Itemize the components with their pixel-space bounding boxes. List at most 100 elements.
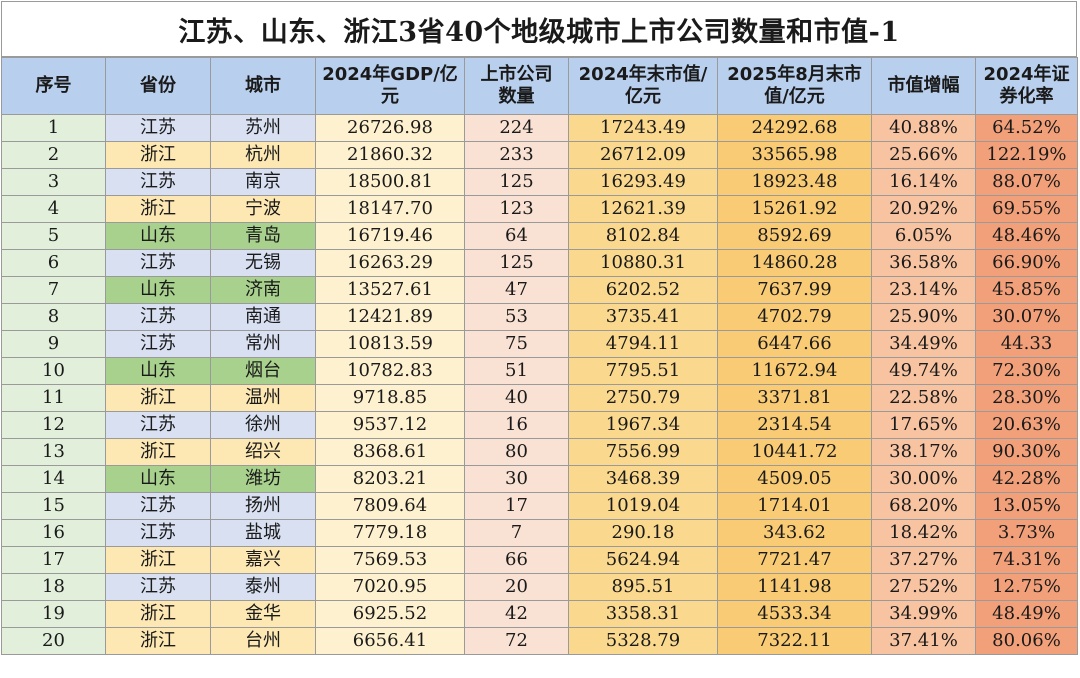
cell-city: 无锡: [210, 249, 316, 277]
cell-city: 台州: [210, 627, 316, 655]
header-mv2025: 2025年8月末市值/亿元: [717, 57, 872, 115]
cell-idx: 14: [1, 465, 106, 493]
cell-gdp: 9718.85: [315, 384, 465, 412]
table-row: 12 江苏 徐州 9537.12 16 1967.34 2314.54 17.65% 20.63…: [1, 411, 1078, 439]
cell-rate: 72.30%: [975, 357, 1078, 385]
cell-mv2024: 16293.49: [568, 168, 718, 196]
cell-idx: 1: [1, 114, 106, 142]
cell-growth: 17.65%: [871, 411, 976, 439]
cell-count: 125: [464, 168, 569, 196]
cell-province: 山东: [105, 357, 211, 385]
header-growth: 市值增幅: [871, 57, 976, 115]
cell-count: 233: [464, 141, 569, 169]
cell-province: 浙江: [105, 600, 211, 628]
cell-growth: 36.58%: [871, 249, 976, 277]
cell-rate: 44.33: [975, 330, 1078, 358]
cell-province: 江苏: [105, 249, 211, 277]
cell-rate: 88.07%: [975, 168, 1078, 196]
cell-gdp: 16263.29: [315, 249, 465, 277]
cell-growth: 23.14%: [871, 276, 976, 304]
cell-idx: 9: [1, 330, 106, 358]
cell-growth: 27.52%: [871, 573, 976, 601]
cell-rate: 69.55%: [975, 195, 1078, 223]
cell-gdp: 16719.46: [315, 222, 465, 250]
table-row: 16 江苏 盐城 7779.18 7 290.18 343.62 18.42% 3.73%: [1, 519, 1078, 547]
cell-gdp: 9537.12: [315, 411, 465, 439]
cell-province: 山东: [105, 222, 211, 250]
cell-count: 40: [464, 384, 569, 412]
cell-rate: 13.05%: [975, 492, 1078, 520]
table-row: 11 浙江 温州 9718.85 40 2750.79 3371.81 22.58% 28.30…: [1, 384, 1078, 412]
cell-growth: 40.88%: [871, 114, 976, 142]
cell-gdp: 6656.41: [315, 627, 465, 655]
cell-rate: 30.07%: [975, 303, 1078, 331]
cell-rate: 74.31%: [975, 546, 1078, 574]
table-row: 17 浙江 嘉兴 7569.53 66 5624.94 7721.47 37.27% 74.31…: [1, 546, 1078, 574]
cell-mv2024: 290.18: [568, 519, 718, 547]
cell-province: 江苏: [105, 492, 211, 520]
cell-rate: 90.30%: [975, 438, 1078, 466]
cell-mv2024: 4794.11: [568, 330, 718, 358]
cell-mv2024: 12621.39: [568, 195, 718, 223]
cell-city: 绍兴: [210, 438, 316, 466]
table-row: 4 浙江 宁波 18147.70 123 12621.39 15261.92 20.92% 69…: [1, 195, 1078, 223]
cell-province: 浙江: [105, 438, 211, 466]
cell-mv2025: 14860.28: [717, 249, 872, 277]
cell-mv2025: 15261.92: [717, 195, 872, 223]
cell-count: 42: [464, 600, 569, 628]
cell-gdp: 18147.70: [315, 195, 465, 223]
table-row: 3 江苏 南京 18500.81 125 16293.49 18923.48 16.14% 88…: [1, 168, 1078, 196]
cell-count: 125: [464, 249, 569, 277]
cell-province: 江苏: [105, 411, 211, 439]
cell-city: 徐州: [210, 411, 316, 439]
cell-rate: 122.19%: [975, 141, 1078, 169]
cell-mv2025: 3371.81: [717, 384, 872, 412]
cell-rate: 66.90%: [975, 249, 1078, 277]
cell-growth: 25.90%: [871, 303, 976, 331]
cell-rate: 20.63%: [975, 411, 1078, 439]
cell-city: 泰州: [210, 573, 316, 601]
cell-city: 常州: [210, 330, 316, 358]
cell-mv2024: 17243.49: [568, 114, 718, 142]
cell-mv2025: 343.62: [717, 519, 872, 547]
cell-mv2024: 895.51: [568, 573, 718, 601]
cell-province: 山东: [105, 465, 211, 493]
cell-growth: 25.66%: [871, 141, 976, 169]
table-row: 19 浙江 金华 6925.52 42 3358.31 4533.34 34.99% 48.49…: [1, 600, 1078, 628]
cell-count: 51: [464, 357, 569, 385]
cell-growth: 49.74%: [871, 357, 976, 385]
cell-count: 123: [464, 195, 569, 223]
header-mv2024: 2024年末市值/亿元: [568, 57, 718, 115]
cell-rate: 80.06%: [975, 627, 1078, 655]
cell-count: 17: [464, 492, 569, 520]
cell-gdp: 21860.32: [315, 141, 465, 169]
cell-mv2025: 7322.11: [717, 627, 872, 655]
cell-mv2025: 33565.98: [717, 141, 872, 169]
cell-count: 72: [464, 627, 569, 655]
header-rate: 2024年证券化率: [975, 57, 1078, 115]
cell-gdp: 10813.59: [315, 330, 465, 358]
cell-city: 金华: [210, 600, 316, 628]
header-city: 城市: [210, 57, 316, 115]
cell-growth: 68.20%: [871, 492, 976, 520]
cell-mv2024: 2750.79: [568, 384, 718, 412]
cell-city: 苏州: [210, 114, 316, 142]
cell-mv2024: 7795.51: [568, 357, 718, 385]
cell-idx: 15: [1, 492, 106, 520]
cell-rate: 3.73%: [975, 519, 1078, 547]
cell-province: 江苏: [105, 114, 211, 142]
table-row: 14 山东 潍坊 8203.21 30 3468.39 4509.05 30.00% 42.28…: [1, 465, 1078, 493]
cell-mv2024: 1019.04: [568, 492, 718, 520]
cell-mv2025: 7721.47: [717, 546, 872, 574]
cell-rate: 45.85%: [975, 276, 1078, 304]
cell-count: 47: [464, 276, 569, 304]
cell-idx: 16: [1, 519, 106, 547]
cell-growth: 37.41%: [871, 627, 976, 655]
cell-idx: 7: [1, 276, 106, 304]
table-row: 10 山东 烟台 10782.83 51 7795.51 11672.94 49.74% 72.…: [1, 357, 1078, 385]
cell-gdp: 18500.81: [315, 168, 465, 196]
cell-city: 温州: [210, 384, 316, 412]
cell-gdp: 8368.61: [315, 438, 465, 466]
cell-mv2025: 1714.01: [717, 492, 872, 520]
